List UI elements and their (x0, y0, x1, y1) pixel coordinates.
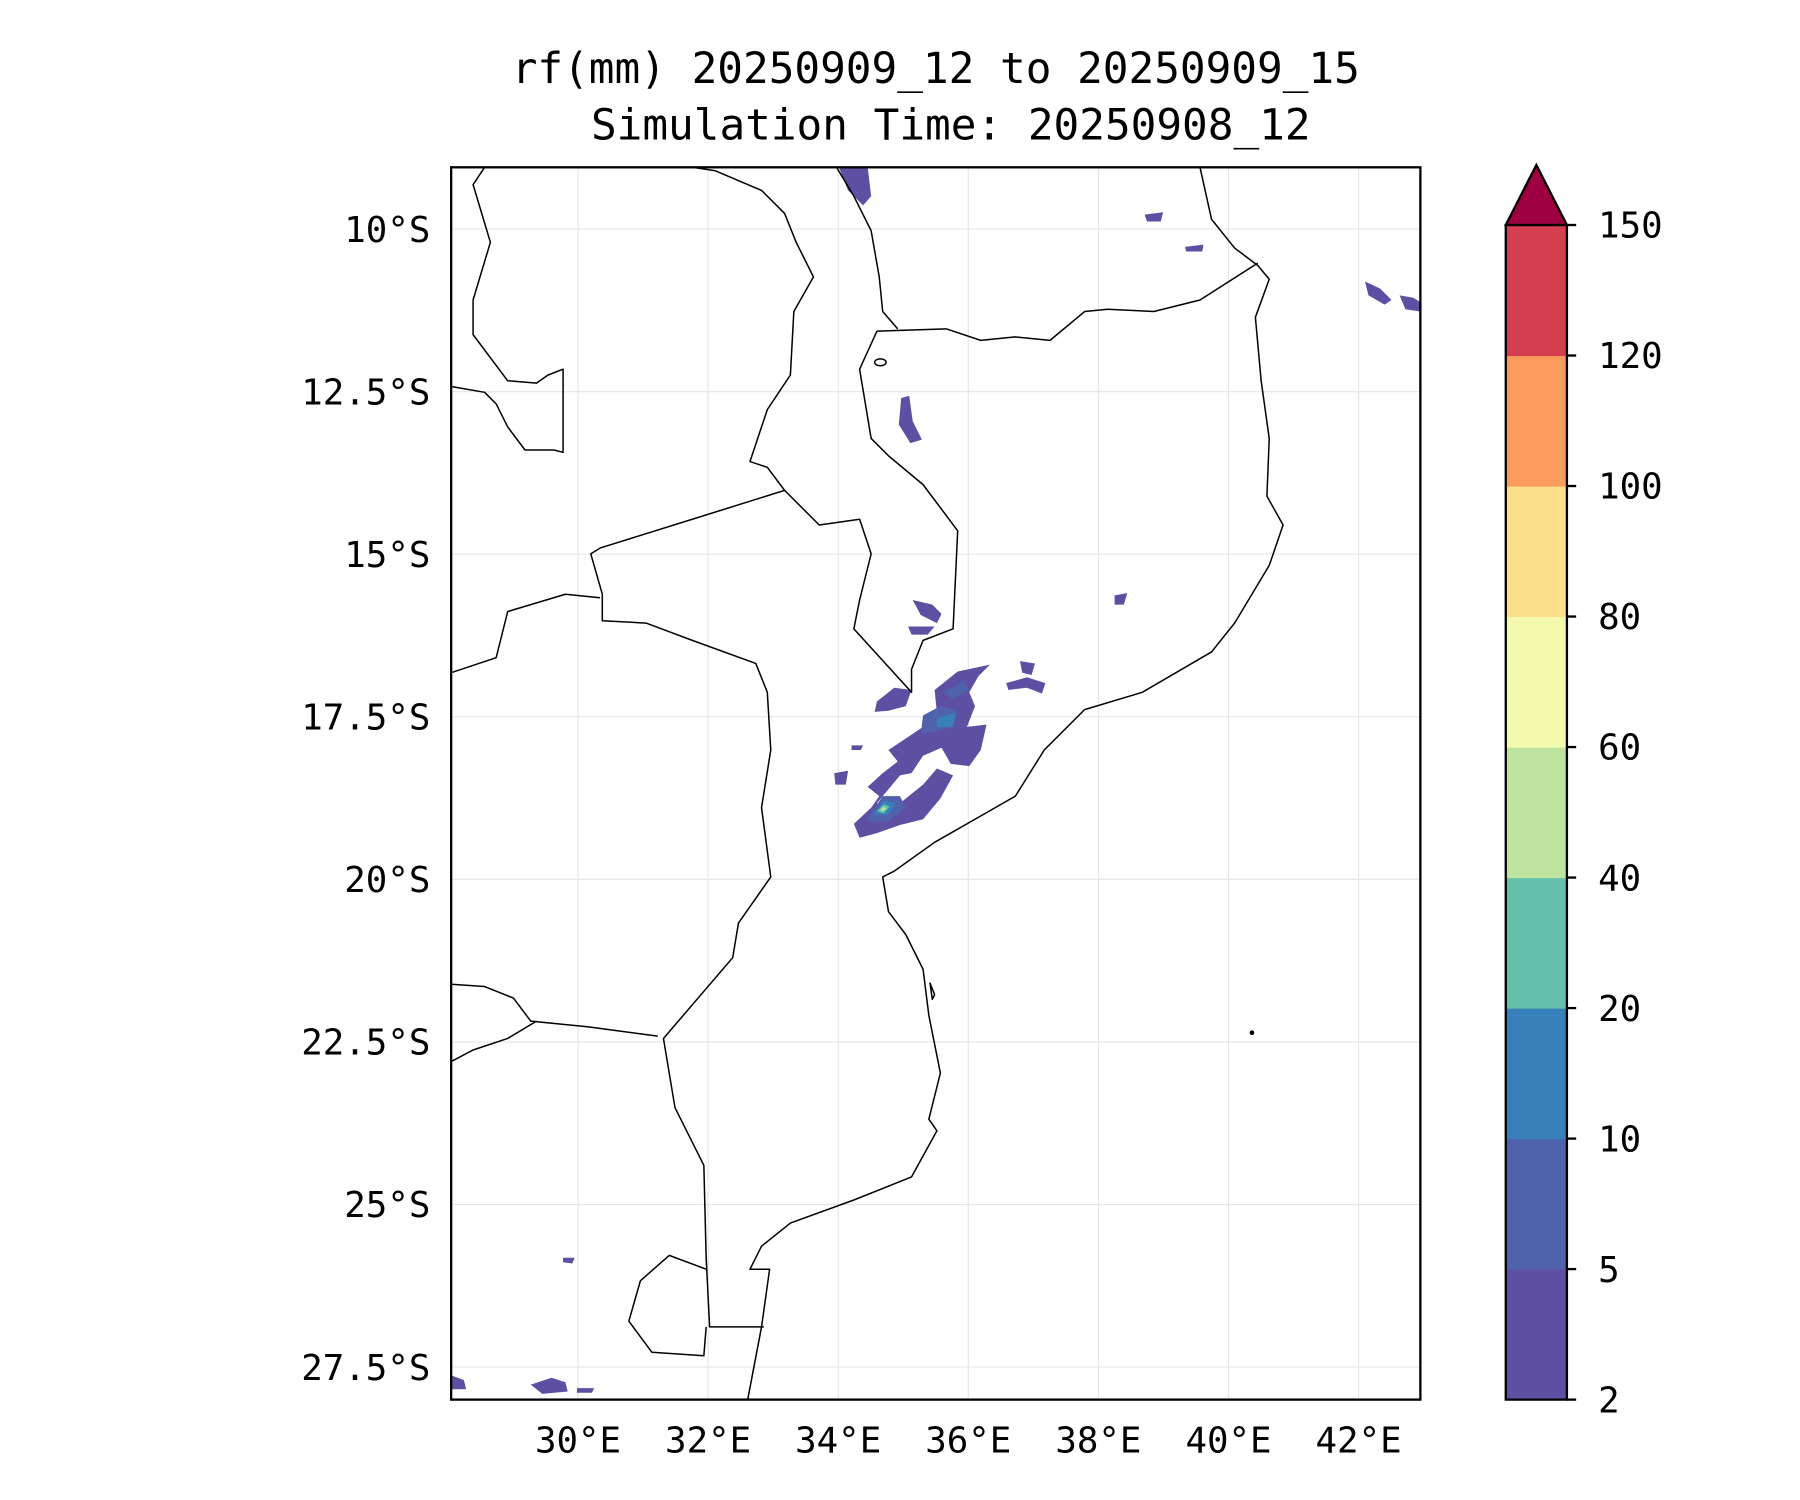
x-tick-label: 34°E (795, 1421, 881, 1462)
rain-cell (943, 680, 970, 700)
rain-cell (851, 745, 864, 750)
colorbar-segment (1505, 1138, 1567, 1270)
colorbar-tick-label: 120 (1598, 336, 1663, 377)
rain-cell (451, 1375, 467, 1390)
rain-cell (1114, 593, 1128, 605)
x-tick-label: 32°E (665, 1421, 751, 1462)
rain-cell (874, 687, 912, 712)
colorbar-segment (1505, 747, 1567, 879)
rain-cell (853, 664, 990, 838)
colorbar-segment (1505, 225, 1567, 357)
y-tick-label: 15°S (344, 535, 430, 576)
x-tick-label: 30°E (535, 1421, 621, 1462)
colorbar-tick-label: 80 (1598, 597, 1641, 638)
colorbar-segment (1505, 616, 1567, 748)
y-tick-label: 17.5°S (301, 697, 430, 738)
colorbar-tick-label: 100 (1598, 467, 1663, 508)
y-tick-label: 20°S (344, 860, 430, 901)
rain-cell (838, 167, 872, 206)
colorbar-segment (1505, 1008, 1567, 1140)
colorbar-tick-label: 5 (1598, 1250, 1620, 1291)
colorbar-tick-label: 2 (1598, 1380, 1620, 1421)
rain-cell (880, 806, 887, 812)
rainfall-contours (451, 167, 1421, 1394)
rain-cell (1365, 281, 1392, 305)
rain-cell (936, 713, 956, 727)
rain-cell (912, 600, 942, 624)
chart-title: rf(mm) 20250909_12 to 20250909_15 (512, 44, 1360, 94)
gridlines (451, 167, 1421, 1400)
x-axis-ticks: 30°E 32°E 34°E 36°E 38°E 40°E 42°E (535, 1421, 1402, 1462)
country-borders (451, 167, 1284, 1400)
rain-cell (834, 770, 849, 785)
rain-cell (530, 1377, 568, 1394)
rain-cell (563, 1257, 575, 1264)
colorbar-extend-arrow (1503, 162, 1569, 227)
colorbar-tick-label: 40 (1598, 858, 1641, 899)
colorbar-segment (1505, 486, 1567, 618)
rain-cell (1399, 295, 1421, 312)
x-tick-label: 36°E (925, 1421, 1011, 1462)
y-tick-label: 22.5°S (301, 1023, 430, 1064)
rain-cell (576, 1388, 595, 1393)
rain-cell (1020, 661, 1035, 675)
rain-cell (1006, 677, 1046, 694)
rain-cell (1185, 244, 1204, 252)
rain-cell (898, 395, 922, 444)
y-tick-label: 10°S (344, 210, 430, 251)
rain-cell (1144, 212, 1164, 222)
x-tick-label: 42°E (1316, 1421, 1402, 1462)
x-tick-label: 40°E (1185, 1421, 1271, 1462)
y-axis-ticks: 10°S 12.5°S 15°S 17.5°S 20°S 22.5°S 25°S 27.5°S (301, 210, 430, 1389)
y-tick-label: 27.5°S (301, 1348, 430, 1389)
colorbar-tick-label: 20 (1598, 989, 1641, 1030)
colorbar-tick-label: 60 (1598, 728, 1641, 769)
plot-frame (450, 166, 1422, 1401)
colorbar-segment (1505, 1269, 1567, 1401)
y-tick-label: 12.5°S (301, 372, 430, 413)
y-tick-label: 25°S (344, 1185, 430, 1226)
chart-subtitle: Simulation Time: 20250908_12 (591, 101, 1311, 151)
colorbar-segment (1505, 355, 1567, 487)
colorbar-tick-label: 150 (1598, 206, 1663, 247)
colorbar: 2 5 10 20 40 60 80 100 120 150 (1503, 162, 1663, 1421)
colorbar-segment (1505, 877, 1567, 1009)
rain-cell (908, 626, 935, 635)
colorbar-tick-label: 10 (1598, 1119, 1641, 1160)
x-tick-label: 38°E (1055, 1421, 1141, 1462)
